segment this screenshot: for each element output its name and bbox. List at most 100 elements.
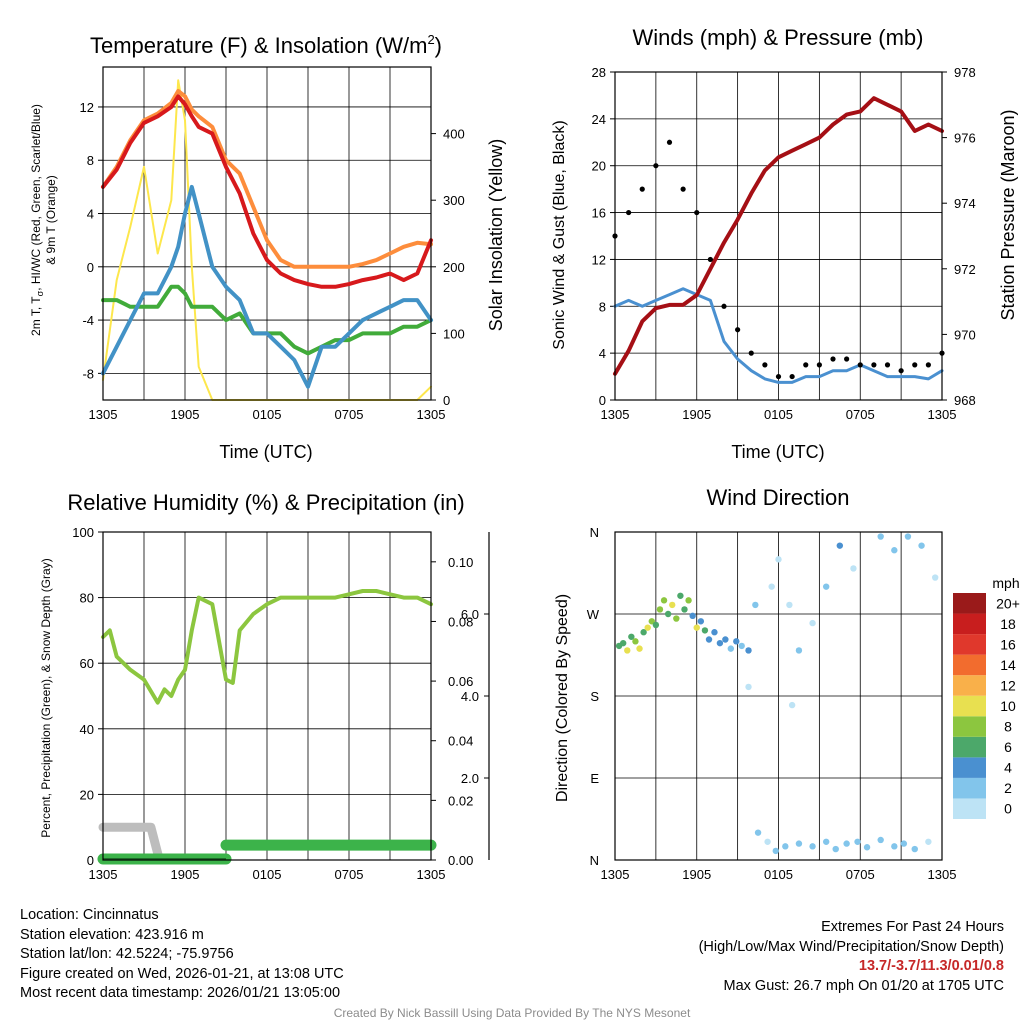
direction-x-tick-label: 0705 (846, 867, 875, 882)
extremes-legend: (High/Low/Max Wind/Precipitation/Snow De… (698, 938, 1004, 955)
direction-y-label: Direction (Colored By Speed) (554, 594, 571, 802)
colorbar-label: 14 (1000, 657, 1016, 673)
humidity-x-tick-label: 1305 (89, 867, 118, 882)
direction-point (652, 621, 660, 629)
direction-x-tick-label: 0105 (764, 867, 793, 882)
direction-point (768, 583, 775, 590)
winds-plot: 1305 1905 0105 0705 130504812162024289689709… (592, 65, 976, 422)
winds-x-tick-label: 1305 (928, 407, 957, 422)
humidity-x-tick-label: 0705 (335, 867, 364, 882)
direction-y-tick-label: S (590, 689, 599, 704)
temperature-y2-tick-label: 400 (443, 127, 465, 142)
winds-y-tick-label: 24 (592, 112, 606, 127)
direction-point (786, 601, 793, 609)
humidity-snow-tick-label: 6.0 (461, 607, 479, 622)
direction-point (693, 624, 700, 631)
winds-y2-tick-label: 974 (954, 196, 976, 211)
direction-point (632, 638, 639, 645)
winds-gust-point (735, 327, 741, 333)
winds-gust-point (925, 362, 931, 368)
temperature-y2-tick-label: 100 (443, 326, 465, 341)
direction-point (911, 845, 918, 853)
extremes-heading: Extremes For Past 24 Hours (821, 919, 1004, 935)
direction-point (664, 610, 672, 618)
direction-point (764, 838, 771, 845)
winds-gust-point (639, 186, 645, 192)
direction-point (877, 836, 884, 844)
colorbar-swatch (953, 695, 986, 717)
direction-title: Wind Direction (706, 485, 849, 510)
direction-point (854, 838, 861, 845)
direction-point (628, 633, 635, 640)
direction-point (648, 618, 655, 625)
temperature-y-label-line2: & 9m T (Orange) (44, 175, 58, 265)
humidity-y-tick-label: 60 (80, 656, 94, 671)
direction-point (673, 615, 680, 622)
humidity-y-tick-label: 80 (80, 591, 94, 606)
colorbar-label: 12 (1000, 677, 1016, 693)
humidity-snow-tick-label: 2.0 (461, 771, 479, 786)
winds-y-tick-label: 12 (592, 252, 606, 267)
colorbar-label: 6 (1004, 739, 1012, 755)
winds-gust-point (912, 362, 918, 368)
humidity-y-tick-label: 20 (80, 787, 94, 802)
winds-gust-point (626, 209, 632, 216)
direction-point (836, 542, 844, 549)
temperature-y-tick-label: -4 (82, 313, 94, 328)
direction-point (931, 574, 939, 581)
direction-point (624, 647, 631, 654)
winds-y2-tick-label: 972 (954, 262, 976, 277)
temperature-x-tick-label: 1905 (171, 407, 200, 422)
temperature-y-tick-label: 8 (87, 153, 94, 168)
winds-gust-point (762, 362, 768, 368)
direction-point (727, 645, 735, 652)
direction-x-tick-label: 1905 (682, 867, 711, 882)
humidity-title: Relative Humidity (%) & Precipitation (i… (67, 490, 464, 515)
temperature-series-hi-wc-blue- (101, 184, 433, 389)
direction-point (733, 638, 740, 645)
winds-y-label: Sonic Wind & Gust (Blue, Black) (551, 120, 568, 349)
winds-y-tick-label: 16 (592, 206, 606, 221)
colorbar-label: 4 (1004, 760, 1012, 776)
winds-y-tick-label: 8 (599, 299, 606, 314)
winds-gust-point (707, 256, 713, 263)
colorbar-swatch (953, 593, 986, 614)
direction-point (697, 618, 705, 625)
temperature-y2-tick-label: 300 (443, 193, 465, 208)
humidity-y-label: Percent, Precipitation (Green), & Snow D… (39, 558, 53, 837)
temperature-x-label: Time (UTC) (219, 442, 312, 462)
temperature-x-tick-label: 1305 (89, 407, 118, 422)
temperature-frame (102, 66, 432, 401)
winds-gust-point (871, 362, 877, 368)
direction-point (669, 601, 676, 609)
direction-y-tick-label: N (590, 525, 599, 540)
temperature-series-9m-t-orange- (101, 89, 433, 269)
direction-point (900, 840, 908, 847)
figure-created: Figure created on Wed, 2026-01-21, at 13… (20, 965, 344, 982)
direction-point (752, 601, 759, 609)
winds-gust-point (748, 350, 754, 356)
direction-point (660, 597, 668, 604)
temperature-y2-tick-label: 0 (443, 393, 450, 408)
temperature-title: Temperature (F) & Insolation (W/m2) (90, 32, 442, 58)
direction-point (701, 627, 709, 634)
temperature-plot: 1305 1905 0105 0705 1305 -8 -4 0 4 8 12 0 100 200 300 4… (80, 66, 465, 422)
colorbar-swatch (953, 798, 986, 819)
direction-point (822, 838, 830, 845)
temperature-series-2m-t-red- (101, 94, 433, 289)
humidity-plot: 1305 1905 0105 0705 13050204060801000.000.02… (72, 525, 490, 882)
most-recent-data: Most recent data timestamp: 2026/01/21 1… (20, 985, 341, 1001)
direction-x-tick-label: 1305 (601, 867, 630, 882)
direction-point (863, 844, 871, 851)
winds-series-sonic-wind (613, 287, 944, 384)
colorbar-swatch (953, 777, 986, 799)
station-latlon: Station lat/lon: 42.5224; -75.9756 (20, 946, 234, 962)
humidity-precip-tick-label: 0.02 (448, 793, 473, 808)
direction-point (891, 843, 898, 850)
direction-point (745, 683, 752, 691)
winds-gust-point (816, 362, 822, 368)
temperature-x-tick-label: 0705 (335, 407, 364, 422)
winds-frame (614, 71, 943, 401)
colorbar-swatch (953, 675, 986, 696)
